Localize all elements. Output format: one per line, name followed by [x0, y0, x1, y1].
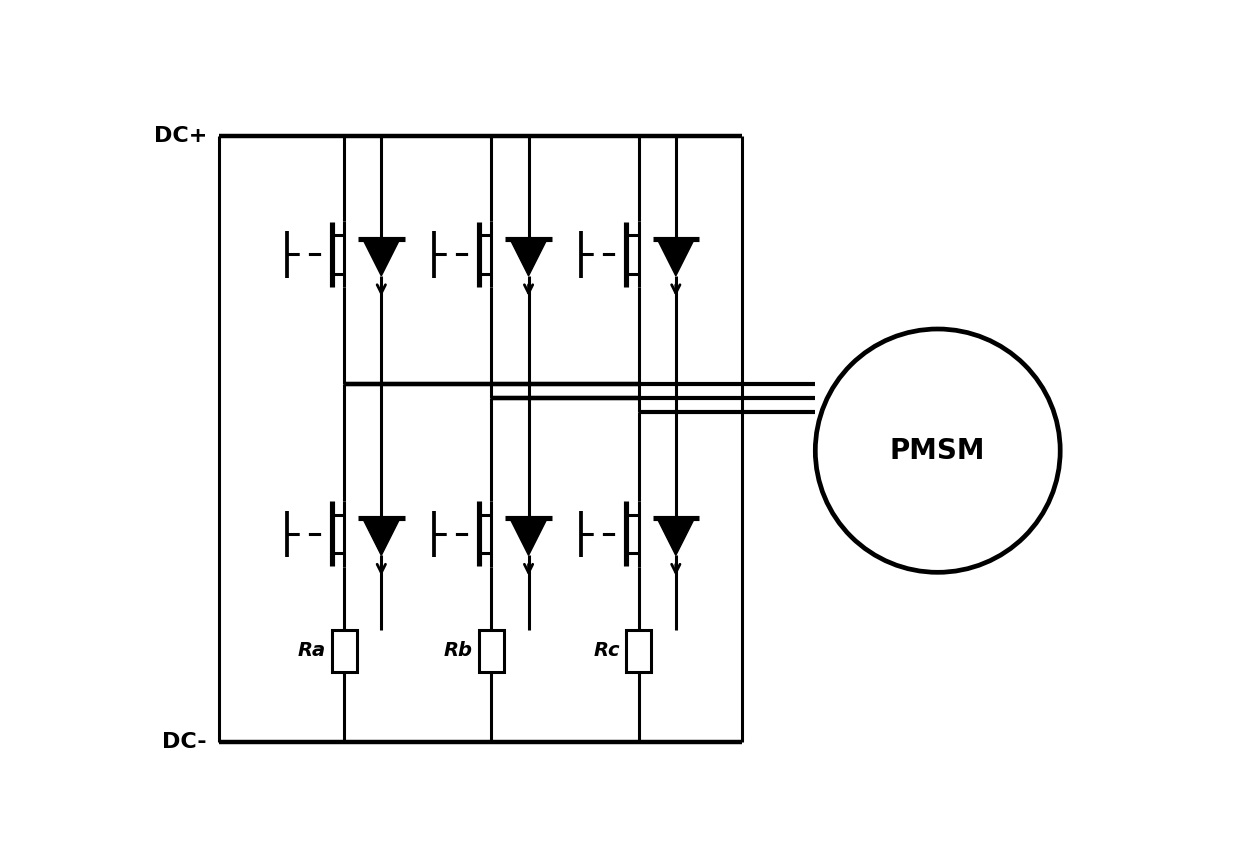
Polygon shape — [363, 518, 399, 556]
Bar — [332, 629, 357, 672]
Text: DC-: DC- — [162, 732, 207, 752]
Polygon shape — [363, 239, 399, 276]
Polygon shape — [657, 239, 694, 276]
Polygon shape — [657, 518, 694, 556]
Text: Ra: Ra — [298, 641, 325, 661]
Text: Rb: Rb — [444, 641, 472, 661]
Text: Rc: Rc — [594, 641, 620, 661]
Bar — [626, 629, 651, 672]
Polygon shape — [510, 239, 547, 276]
Text: DC+: DC+ — [154, 127, 207, 147]
Bar — [479, 629, 503, 672]
Text: PMSM: PMSM — [890, 437, 986, 464]
Polygon shape — [510, 518, 547, 556]
